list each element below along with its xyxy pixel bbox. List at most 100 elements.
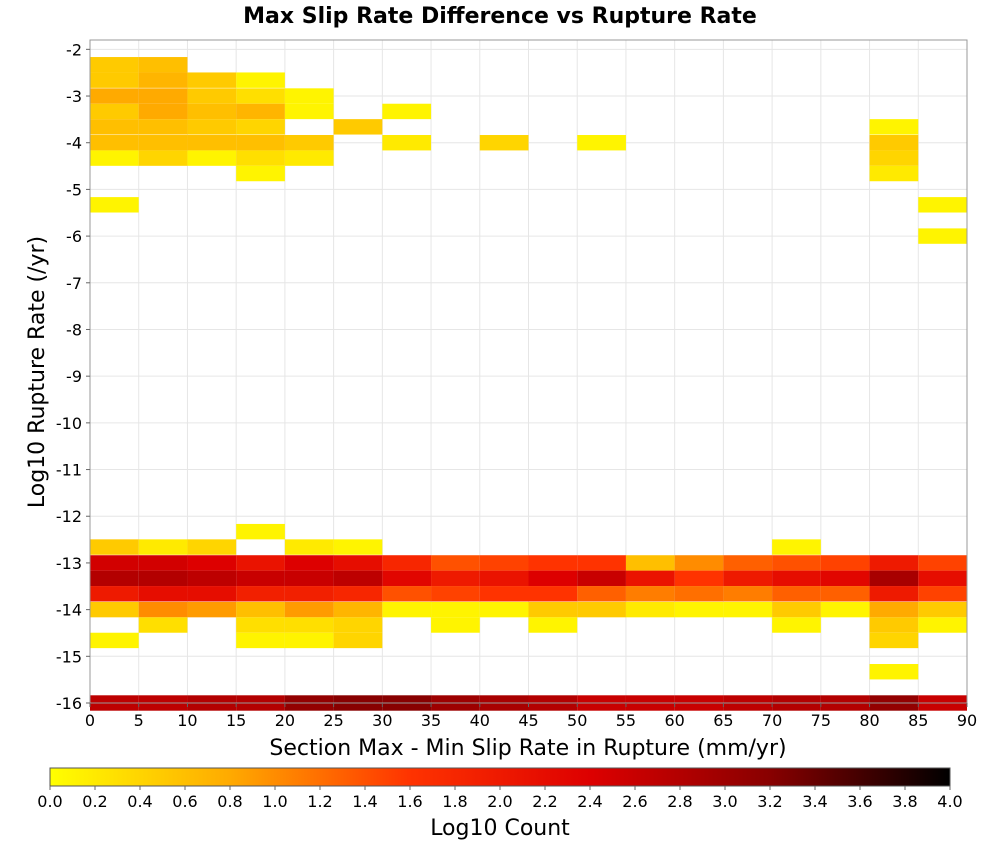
- heatmap-cell: [138, 135, 188, 151]
- y-tick-label: -12: [56, 507, 82, 526]
- heatmap-cell: [869, 586, 919, 602]
- heatmap-cell: [918, 570, 967, 587]
- heatmap-cell: [820, 586, 870, 602]
- heatmap-cell: [918, 586, 967, 602]
- heatmap-cell: [138, 88, 188, 104]
- y-tick-label: -6: [66, 227, 82, 246]
- heatmap-cell: [138, 119, 188, 135]
- colorbar-tick-label: 2.0: [487, 792, 512, 811]
- x-axis-ticks: 0 5 10 15 20 25 30 35 40 45 50 55 60 65 70 75 80 85 90: [85, 703, 977, 730]
- colorbar-tick-label: 2.6: [622, 792, 647, 811]
- heatmap-cell: [577, 555, 626, 571]
- heatmap-cell: [333, 617, 383, 633]
- heatmap-cell: [772, 586, 821, 602]
- x-tick-label: 70: [762, 711, 782, 730]
- heatmap-cell: [90, 72, 139, 88]
- heatmap-cell: [869, 664, 919, 680]
- colorbar-label: Log10 Count: [430, 816, 570, 841]
- y-tick-label: -2: [66, 40, 82, 59]
- heatmap-cell: [918, 228, 967, 244]
- x-tick-label: 30: [372, 711, 392, 730]
- heatmap-cell: [236, 135, 285, 151]
- heatmap-cell: [577, 586, 626, 602]
- x-tick-label: 10: [177, 711, 197, 730]
- heatmap-cell: [625, 586, 675, 602]
- heatmap-cell: [236, 586, 285, 602]
- y-tick-label: -4: [66, 134, 82, 153]
- heatmap-cell: [187, 586, 237, 602]
- y-tick-label: -13: [56, 554, 82, 573]
- colorbar-tick-label: 1.4: [352, 792, 377, 811]
- heatmap-cell: [236, 601, 285, 618]
- heatmap-cell: [138, 555, 188, 571]
- x-tick-label: 15: [226, 711, 246, 730]
- heatmap-cell: [138, 57, 188, 73]
- x-tick-label: 25: [323, 711, 343, 730]
- heatmap-cell: [674, 601, 724, 618]
- heatmap-cell: [479, 586, 529, 602]
- y-tick-label: -11: [56, 461, 82, 480]
- heatmap-cell: [284, 103, 334, 120]
- heatmap-cell: [187, 119, 237, 135]
- colorbar-tick-label: 1.8: [442, 792, 467, 811]
- chart-title: Max Slip Rate Difference vs Rupture Rate: [243, 4, 757, 29]
- heatmap-cell: [90, 119, 139, 135]
- heatmap-cell: [382, 103, 432, 120]
- heatmap-cell: [187, 555, 237, 571]
- x-tick-label: 90: [957, 711, 977, 730]
- y-tick-label: -15: [56, 647, 82, 666]
- heatmap-cell: [236, 570, 285, 587]
- colorbar-ticks: 0.0 0.2 0.4 0.6 0.8 1.0 1.2 1.4 1.6 1.8 2.0 2.2 2.4 2…: [37, 786, 963, 811]
- heatmap-cell: [869, 119, 919, 135]
- heatmap-cell: [918, 197, 967, 213]
- heatmap-cell: [869, 601, 919, 618]
- heatmap-cell: [869, 617, 919, 633]
- heatmap-cell: [431, 555, 480, 571]
- heatmap-cell: [284, 570, 334, 587]
- heatmap-cell: [333, 601, 383, 618]
- heatmap-cell: [284, 617, 334, 633]
- heatmap-cell: [820, 601, 870, 618]
- heatmap-cell: [236, 617, 285, 633]
- heatmap-cell: [90, 88, 139, 104]
- heatmap-cell: [187, 570, 237, 587]
- heatmap-cell: [90, 103, 139, 120]
- heatmap-cell: [577, 135, 626, 151]
- heatmap-cell: [236, 88, 285, 104]
- heatmap-cell: [236, 150, 285, 166]
- heatmap-cell: [90, 570, 139, 587]
- y-tick-label: -14: [56, 601, 82, 620]
- colorbar-tick-label: 4.0: [937, 792, 962, 811]
- heatmap-cell: [528, 617, 578, 633]
- heatmap-cell: [577, 570, 626, 587]
- colorbar-tick-label: 0.8: [217, 792, 242, 811]
- heatmap-cell: [284, 88, 334, 104]
- y-tick-label: -8: [66, 320, 82, 339]
- heatmap-cell: [187, 72, 237, 88]
- colorbar-tick-label: 3.4: [802, 792, 827, 811]
- heatmap-cell: [869, 135, 919, 151]
- y-tick-label: -10: [56, 414, 82, 433]
- colorbar-tick-label: 1.6: [397, 792, 422, 811]
- heatmap-cell: [382, 601, 432, 618]
- heatmap-cell: [284, 555, 334, 571]
- heatmap-cell: [674, 570, 724, 587]
- heatmap-cell: [138, 570, 188, 587]
- heatmap-cell: [333, 632, 383, 649]
- heatmap-cell: [333, 555, 383, 571]
- x-tick-label: 65: [713, 711, 733, 730]
- y-axis-label: Log10 Rupture Rate (/yr): [25, 236, 50, 508]
- heatmap-cell: [236, 72, 285, 88]
- x-tick-label: 55: [616, 711, 636, 730]
- heatmap-cell: [236, 103, 285, 120]
- heatmap-cell: [90, 539, 139, 555]
- y-tick-label: -7: [66, 274, 82, 293]
- heatmap-cell: [236, 555, 285, 571]
- heatmap-cell: [723, 586, 773, 602]
- heatmap-cells: [90, 57, 967, 711]
- heatmap-cell: [382, 555, 432, 571]
- heatmap-cell: [772, 570, 821, 587]
- heatmap-cell: [869, 165, 919, 182]
- heatmap-cell: [284, 601, 334, 618]
